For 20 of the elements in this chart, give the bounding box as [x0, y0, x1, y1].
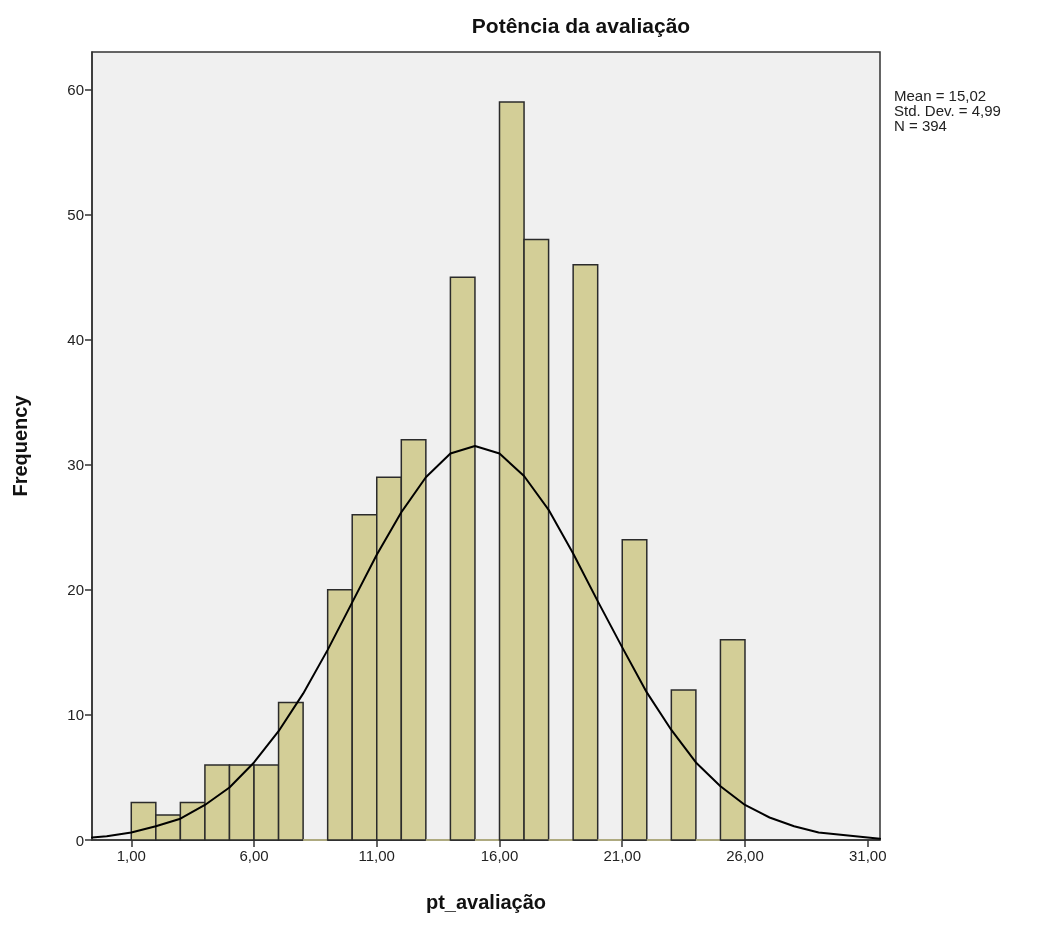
x-tick-label: 21,00: [603, 847, 642, 864]
x-tick-label: 6,00: [239, 847, 269, 864]
y-tick-label: 20: [67, 581, 84, 599]
x-tick-label: 11,00: [358, 847, 395, 864]
y-tick-label: 50: [67, 206, 84, 224]
x-axis-title: pt_avaliação: [425, 891, 547, 913]
text: Std. Dev. = 4,99: [894, 102, 1001, 119]
x-tick-label: 1,00: [116, 847, 146, 864]
y-tick-label: 0: [75, 831, 84, 849]
text: Mean = 15,02: [894, 87, 987, 104]
chart-title: Potência da avaliação: [471, 14, 691, 37]
x-tick-label: 31,00: [848, 847, 887, 864]
x-tick-label: 26,00: [726, 847, 764, 864]
y-tick-label: 10: [67, 706, 84, 724]
text: N = 394: [894, 117, 947, 134]
y-tick-label: 40: [67, 331, 84, 349]
y-axis-title: Frequency: [9, 394, 31, 497]
y-tick-label: 30: [67, 456, 84, 474]
y-tick-label: 60: [67, 81, 84, 99]
x-tick-label: 16,00: [480, 847, 519, 864]
